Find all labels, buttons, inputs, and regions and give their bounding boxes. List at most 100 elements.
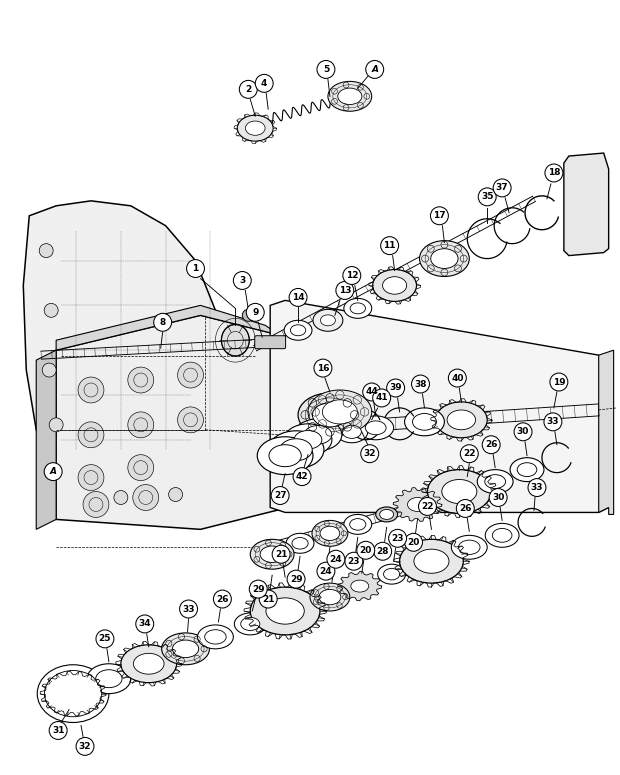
Circle shape (128, 412, 154, 438)
Text: 41: 41 (375, 394, 388, 402)
Circle shape (418, 498, 436, 515)
Circle shape (314, 359, 332, 377)
Circle shape (271, 487, 289, 505)
Text: 23: 23 (348, 556, 360, 566)
Circle shape (336, 281, 354, 299)
Text: 42: 42 (296, 472, 308, 481)
Circle shape (78, 465, 104, 491)
Circle shape (550, 373, 568, 391)
Circle shape (514, 423, 532, 441)
Circle shape (169, 487, 182, 501)
Circle shape (239, 81, 257, 98)
Ellipse shape (172, 640, 198, 657)
Ellipse shape (378, 564, 405, 584)
Ellipse shape (365, 421, 386, 435)
Ellipse shape (310, 583, 350, 611)
Ellipse shape (304, 425, 332, 444)
Polygon shape (24, 201, 241, 509)
FancyBboxPatch shape (255, 336, 286, 349)
Text: 31: 31 (52, 726, 64, 735)
Ellipse shape (407, 498, 427, 512)
Circle shape (78, 377, 104, 403)
Ellipse shape (246, 121, 265, 136)
Circle shape (327, 550, 345, 568)
Circle shape (78, 422, 104, 448)
Circle shape (317, 562, 335, 580)
Ellipse shape (205, 630, 226, 644)
Ellipse shape (37, 665, 109, 722)
Text: 14: 14 (292, 293, 304, 302)
Circle shape (293, 467, 311, 486)
Text: 26: 26 (459, 504, 472, 513)
Ellipse shape (383, 277, 407, 294)
Ellipse shape (234, 613, 266, 635)
Text: 9: 9 (252, 308, 259, 317)
Circle shape (114, 491, 128, 505)
Text: 24: 24 (320, 567, 332, 576)
Circle shape (259, 590, 277, 608)
Circle shape (96, 630, 114, 648)
Polygon shape (338, 571, 382, 601)
Text: ©thebestonlineparts.com: ©thebestonlineparts.com (247, 405, 373, 415)
Text: 2: 2 (245, 84, 251, 94)
Circle shape (39, 243, 53, 257)
Text: 17: 17 (433, 212, 446, 220)
Ellipse shape (414, 549, 449, 574)
Ellipse shape (477, 470, 513, 494)
Ellipse shape (250, 539, 294, 569)
Ellipse shape (405, 408, 445, 436)
Text: 24: 24 (330, 555, 342, 563)
Text: 27: 27 (274, 491, 286, 500)
Ellipse shape (292, 538, 308, 549)
Ellipse shape (431, 249, 458, 268)
Circle shape (133, 484, 159, 511)
Ellipse shape (351, 580, 369, 592)
Ellipse shape (298, 393, 361, 437)
Ellipse shape (237, 115, 273, 141)
Ellipse shape (322, 400, 357, 424)
Text: 16: 16 (317, 363, 329, 373)
Ellipse shape (320, 526, 340, 540)
Ellipse shape (87, 663, 131, 694)
Text: 5: 5 (323, 65, 329, 74)
Ellipse shape (121, 645, 177, 683)
Text: 20: 20 (407, 538, 420, 547)
Ellipse shape (58, 684, 89, 704)
Ellipse shape (266, 598, 304, 624)
Circle shape (44, 463, 62, 480)
Circle shape (389, 529, 407, 547)
Text: 26: 26 (216, 594, 229, 604)
Ellipse shape (344, 298, 372, 319)
Circle shape (180, 600, 198, 618)
Text: 26: 26 (485, 440, 497, 450)
Circle shape (489, 488, 507, 507)
Circle shape (374, 542, 392, 560)
Polygon shape (56, 305, 280, 350)
Circle shape (49, 418, 63, 432)
Ellipse shape (257, 437, 313, 474)
Circle shape (187, 260, 205, 277)
Text: 19: 19 (552, 377, 565, 387)
Circle shape (255, 74, 273, 92)
Ellipse shape (269, 445, 301, 467)
Text: 32: 32 (363, 449, 376, 458)
Circle shape (177, 407, 203, 432)
Ellipse shape (321, 315, 335, 326)
Circle shape (249, 580, 267, 598)
Circle shape (363, 383, 381, 401)
Text: 22: 22 (463, 449, 476, 458)
Polygon shape (56, 315, 280, 529)
Circle shape (287, 570, 305, 588)
Text: 34: 34 (138, 619, 151, 629)
Ellipse shape (294, 431, 322, 449)
Ellipse shape (162, 633, 210, 665)
Ellipse shape (447, 410, 476, 429)
Text: 44: 44 (365, 388, 378, 397)
Ellipse shape (451, 536, 487, 560)
Circle shape (42, 363, 56, 377)
Text: 33: 33 (531, 483, 543, 492)
Ellipse shape (45, 675, 101, 712)
Text: 33: 33 (547, 418, 559, 426)
Text: 29: 29 (290, 574, 303, 584)
Ellipse shape (344, 515, 372, 534)
